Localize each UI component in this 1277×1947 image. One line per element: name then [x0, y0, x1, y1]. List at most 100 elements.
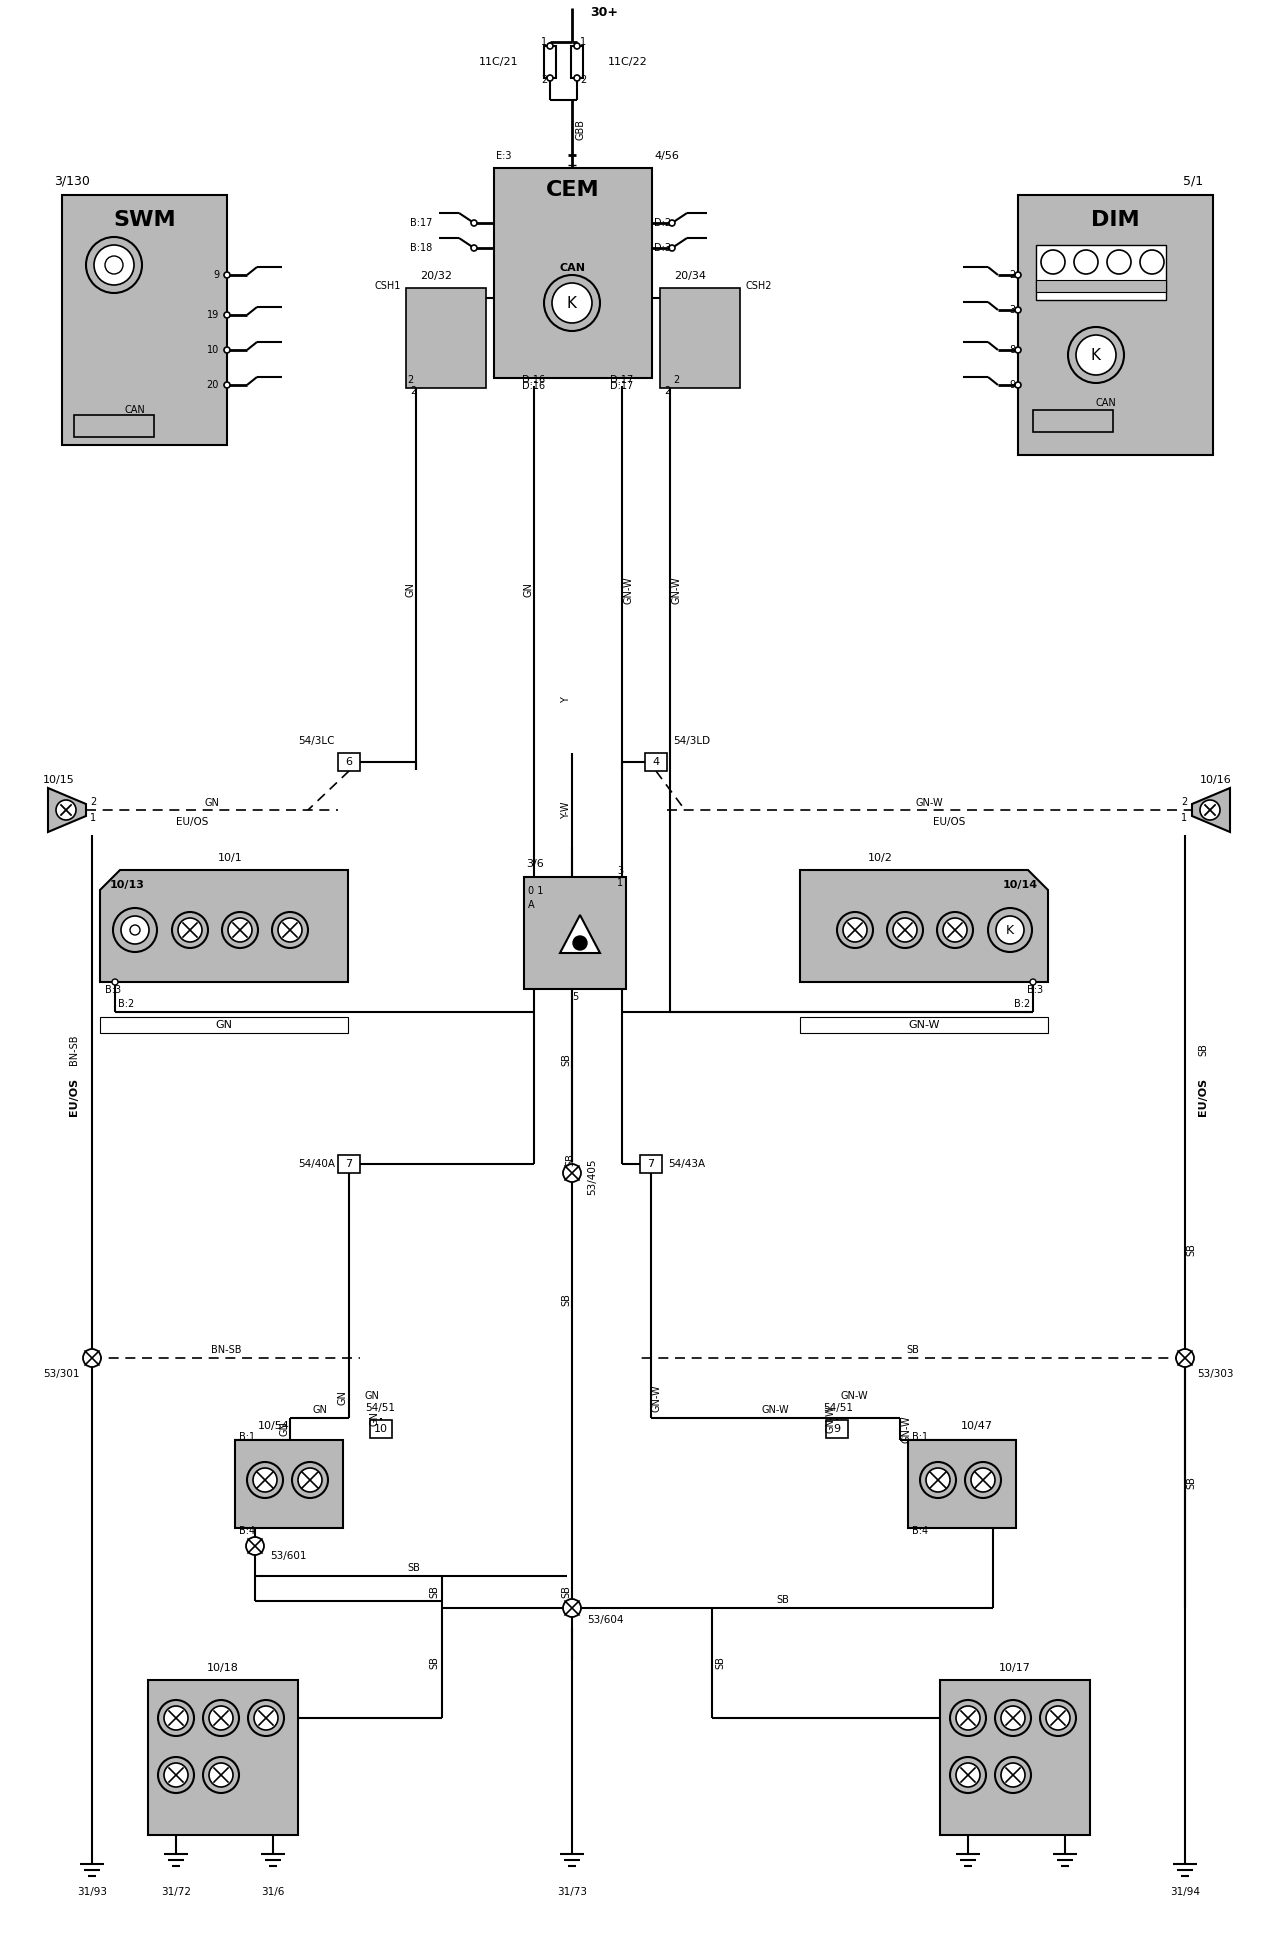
Text: 2: 2: [664, 386, 670, 395]
Text: 3: 3: [617, 866, 623, 876]
Bar: [660, 288, 739, 387]
Text: GN: GN: [369, 1412, 379, 1427]
Text: B:3: B:3: [1027, 985, 1043, 995]
Text: SB: SB: [429, 1657, 439, 1669]
Circle shape: [888, 911, 923, 948]
Text: 1: 1: [541, 37, 547, 47]
Text: 31/72: 31/72: [161, 1887, 192, 1896]
Text: D:16: D:16: [522, 382, 545, 391]
Bar: [370, 1419, 392, 1439]
Text: CSH2: CSH2: [744, 280, 771, 290]
Text: 9: 9: [213, 271, 218, 280]
Text: B:1: B:1: [239, 1431, 255, 1443]
Text: 54/40A: 54/40A: [298, 1158, 335, 1168]
Circle shape: [253, 1468, 277, 1491]
Text: 6: 6: [346, 757, 352, 767]
Circle shape: [988, 907, 1032, 952]
Text: Y: Y: [561, 697, 571, 703]
Text: B:3: B:3: [105, 985, 121, 995]
Text: SB: SB: [561, 1053, 571, 1067]
Text: 5: 5: [572, 993, 578, 1003]
Text: 54/51: 54/51: [365, 1404, 395, 1414]
Text: 11C/21: 11C/21: [479, 56, 518, 66]
Circle shape: [843, 917, 867, 942]
Text: 10/14: 10/14: [1002, 880, 1038, 890]
Circle shape: [1041, 249, 1065, 275]
Text: GN: GN: [312, 1406, 327, 1415]
Text: 2: 2: [1009, 271, 1015, 280]
Text: GN-W: GN-W: [670, 576, 681, 604]
Text: SB: SB: [776, 1595, 789, 1604]
Text: GN-W: GN-W: [902, 1415, 911, 1443]
Text: 1: 1: [1181, 814, 1188, 824]
Text: 54/3LC: 54/3LC: [299, 736, 335, 746]
Circle shape: [573, 937, 587, 950]
Circle shape: [229, 917, 252, 942]
Circle shape: [203, 1756, 239, 1793]
Text: 10/13: 10/13: [110, 880, 144, 890]
Bar: [645, 753, 667, 771]
Circle shape: [669, 220, 676, 226]
Text: 2: 2: [1181, 796, 1188, 806]
Text: SB: SB: [564, 1153, 575, 1166]
Circle shape: [1200, 800, 1220, 820]
Circle shape: [112, 979, 117, 985]
Text: 53/405: 53/405: [587, 1158, 598, 1195]
Text: B:17: B:17: [410, 218, 432, 228]
Circle shape: [471, 220, 478, 226]
Text: GN: GN: [364, 1390, 379, 1402]
Text: 2: 2: [540, 76, 547, 86]
Circle shape: [942, 917, 967, 942]
Circle shape: [1015, 273, 1022, 278]
Text: EU/OS: EU/OS: [69, 1077, 79, 1116]
Text: 54/43A: 54/43A: [668, 1158, 705, 1168]
Text: 4/56: 4/56: [654, 152, 679, 162]
Text: 53/303: 53/303: [1197, 1369, 1234, 1378]
Text: BN-SB: BN-SB: [69, 1034, 79, 1065]
Circle shape: [94, 245, 134, 284]
Text: 10: 10: [374, 1423, 388, 1435]
Text: DIM: DIM: [1091, 210, 1140, 230]
Text: 2: 2: [407, 376, 412, 386]
Text: 9: 9: [834, 1423, 840, 1435]
Circle shape: [1001, 1706, 1025, 1731]
Circle shape: [1001, 1762, 1025, 1787]
Bar: [640, 1155, 661, 1172]
Text: 7: 7: [346, 1158, 352, 1168]
Circle shape: [956, 1706, 979, 1731]
Circle shape: [552, 282, 593, 323]
Bar: [1033, 411, 1114, 432]
Circle shape: [1077, 335, 1116, 376]
Circle shape: [971, 1468, 995, 1491]
Circle shape: [246, 1536, 264, 1556]
Circle shape: [937, 911, 973, 948]
Circle shape: [893, 917, 917, 942]
Circle shape: [1046, 1706, 1070, 1731]
Polygon shape: [799, 870, 1048, 981]
Text: 3: 3: [1009, 306, 1015, 315]
Text: B:4: B:4: [239, 1526, 255, 1536]
Circle shape: [669, 245, 676, 251]
Bar: [524, 876, 626, 989]
Circle shape: [278, 917, 301, 942]
Text: SB: SB: [715, 1657, 725, 1669]
Text: 20/32: 20/32: [420, 271, 452, 280]
Circle shape: [86, 238, 142, 292]
Text: B:2: B:2: [1014, 999, 1031, 1009]
Text: B:2: B:2: [117, 999, 134, 1009]
Text: 10/1: 10/1: [217, 853, 243, 863]
Circle shape: [105, 255, 123, 275]
Text: 54/51: 54/51: [822, 1404, 853, 1414]
Text: 31/73: 31/73: [557, 1887, 587, 1896]
Circle shape: [130, 925, 140, 935]
Text: GN: GN: [216, 1020, 232, 1030]
Circle shape: [544, 275, 600, 331]
Text: GN-W: GN-W: [916, 798, 944, 808]
Circle shape: [158, 1756, 194, 1793]
Circle shape: [203, 1700, 239, 1737]
Text: K: K: [567, 296, 577, 310]
Text: B:1: B:1: [912, 1431, 928, 1443]
Text: GN: GN: [524, 582, 533, 598]
Circle shape: [956, 1762, 979, 1787]
Text: 53/604: 53/604: [587, 1614, 623, 1626]
